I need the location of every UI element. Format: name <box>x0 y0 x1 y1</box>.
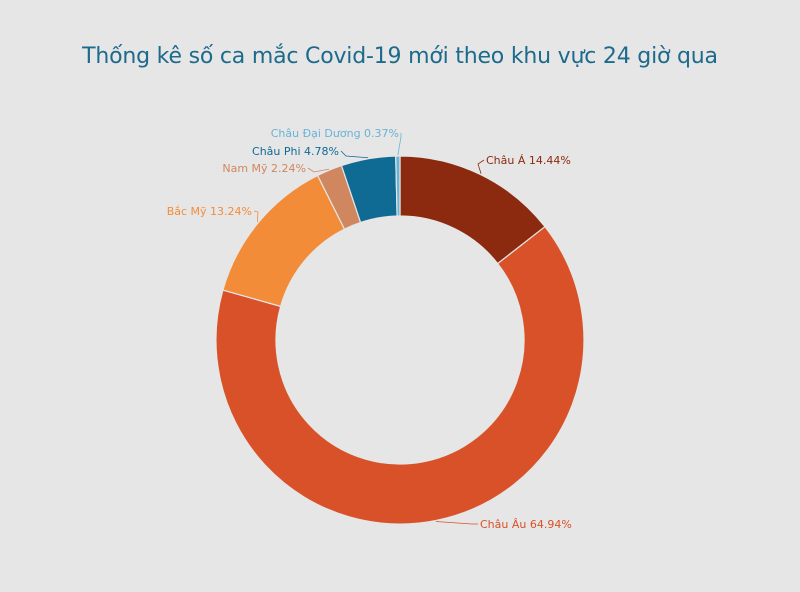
label-chau-a: Châu Á 14.44% <box>486 154 571 167</box>
leader-line-chau-a <box>478 160 484 174</box>
label-nam-my: Nam Mỹ 2.24% <box>222 162 306 175</box>
label-chau-dai-duong: Châu Đại Dương 0.37% <box>271 127 399 140</box>
label-bac-my: Bắc Mỹ 13.24% <box>167 205 252 218</box>
leader-line-bac-my <box>254 211 258 222</box>
label-chau-au: Châu Âu 64.94% <box>480 518 572 531</box>
label-chau-phi: Châu Phi 4.78% <box>252 145 339 158</box>
donut-slices <box>216 156 584 524</box>
slice-bac-my[interactable] <box>223 175 345 306</box>
slice-chau-dai-duong[interactable] <box>396 156 400 216</box>
leader-line-chau-au <box>436 522 478 524</box>
leader-line-chau-phi <box>341 151 368 158</box>
